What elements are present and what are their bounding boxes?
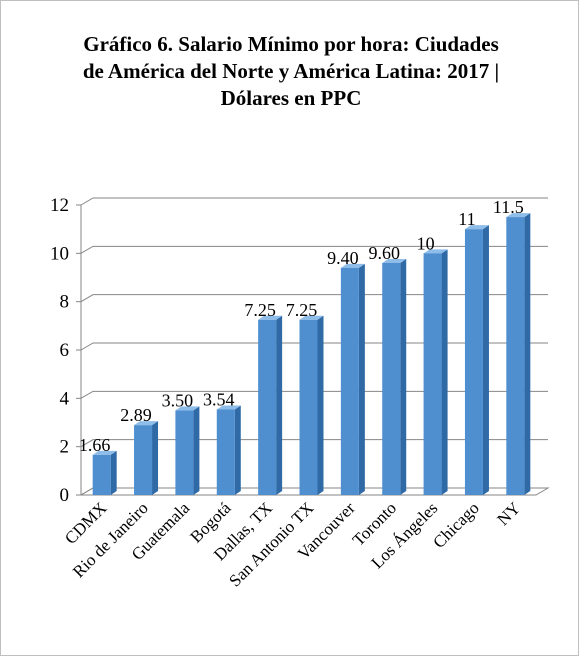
bar-front [299,319,318,495]
bar-side [276,315,283,495]
bar-top [382,259,407,263]
y-tick-label: 6 [60,340,70,361]
bar-side [482,225,489,495]
bar-front [464,229,483,495]
bar [258,315,283,495]
y-tick-label: 4 [60,388,70,409]
value-label: 11 [458,209,475,229]
y-tick-label: 2 [60,437,70,458]
bar [382,259,407,495]
value-label: 10 [417,233,435,253]
bar [92,450,117,495]
value-label: 7.25 [244,300,276,320]
value-label: 7.25 [286,300,318,320]
bar [464,225,489,495]
bar-side [358,263,365,495]
bar-front [92,454,111,495]
bar-top [299,315,324,320]
bar-front [423,253,442,495]
value-label: 11.5 [493,197,524,217]
bar-top [464,225,489,230]
bar-side [400,259,407,495]
value-label: 1.66 [79,435,111,455]
bar-top [92,450,117,455]
bar-front [506,217,525,496]
value-label: 2.89 [120,405,152,425]
x-tick-label: NY [493,498,524,529]
bar [340,263,365,495]
bar-top [175,406,200,411]
grid-line [80,197,548,206]
bar-front [258,319,277,495]
bar [134,421,159,495]
bar-top [134,421,159,426]
bar-front [340,267,359,495]
y-tick-label: 10 [50,243,69,264]
bar-side [110,450,117,495]
chart-title: Gráfico 6. Salario Mínimo por hora: Ciud… [82,32,500,110]
bar [506,213,531,496]
bar-side [193,406,200,495]
bar-front [216,409,235,495]
grid-line [80,245,548,254]
value-label: 9.60 [368,243,400,263]
bar [299,315,324,495]
y-tick-label: 0 [60,485,70,506]
bar-front [175,410,194,495]
bar-side [441,249,448,495]
bar-top [423,249,448,254]
bar-side [152,421,159,495]
y-tick-label: 12 [50,195,69,216]
bar-top [258,315,283,320]
bar-front [382,263,401,495]
bar [423,249,448,495]
value-label: 3.50 [162,390,194,410]
bar [216,405,241,495]
bar-top [216,405,241,410]
value-label: 9.40 [327,248,359,268]
bar-front [134,425,153,495]
bar-side [524,213,531,496]
x-tick-label: Chicago [429,498,482,551]
bar-top [506,213,531,218]
value-label: 3.54 [203,389,235,409]
bar [175,406,200,495]
y-tick-label: 8 [60,292,70,313]
bar-side [234,405,241,495]
bar-side [317,315,324,495]
bar-top [340,263,365,268]
